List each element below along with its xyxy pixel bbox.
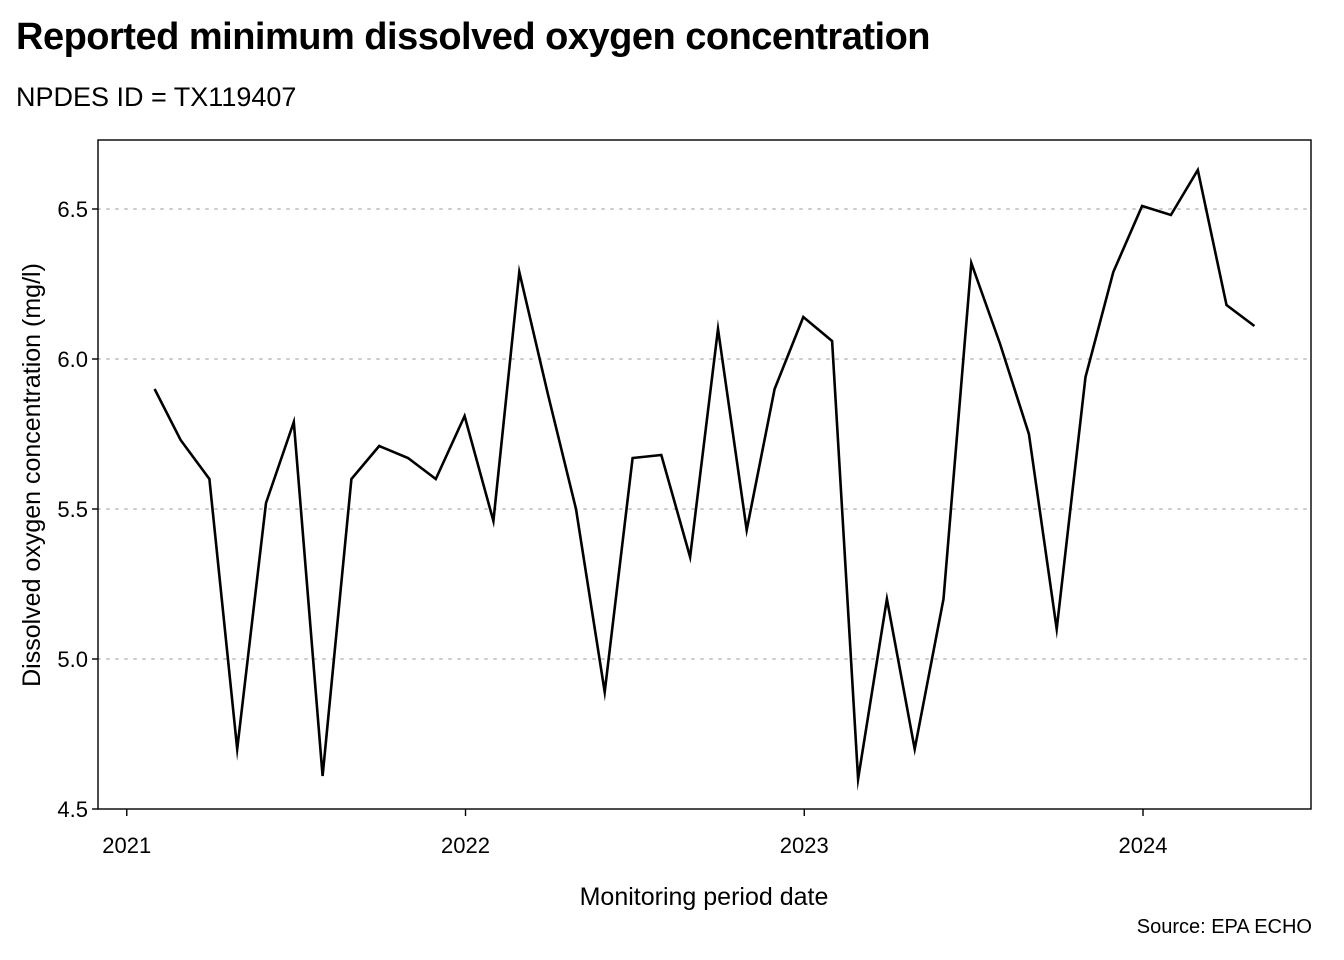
data-point xyxy=(542,389,554,401)
data-point xyxy=(797,311,809,323)
data-point xyxy=(430,473,442,485)
data-point xyxy=(712,323,724,335)
x-tick-label: 2024 xyxy=(1119,833,1168,858)
data-point xyxy=(599,686,611,698)
data-point xyxy=(655,449,667,461)
data-point xyxy=(570,503,582,515)
y-tick-label: 5.0 xyxy=(57,647,88,672)
data-point xyxy=(1248,320,1260,332)
series-line xyxy=(153,166,1256,791)
data-point xyxy=(852,773,864,785)
x-tick-label: 2023 xyxy=(780,833,829,858)
grid-lines xyxy=(97,208,1312,660)
chart-title: Reported minimum dissolved oxygen concen… xyxy=(16,16,931,58)
data-point xyxy=(402,452,414,464)
data-point xyxy=(741,524,753,536)
y-tick-label: 6.0 xyxy=(57,347,88,372)
data-point xyxy=(1080,371,1092,383)
data-point xyxy=(881,593,893,605)
chart-subtitle: NPDES ID = TX119407 xyxy=(16,82,297,112)
data-point xyxy=(288,416,300,428)
x-tick-label: 2022 xyxy=(441,833,490,858)
data-point xyxy=(938,593,950,605)
data-point xyxy=(373,440,385,452)
data-point xyxy=(965,257,977,269)
y-tick-label: 4.5 xyxy=(57,797,88,822)
data-point xyxy=(487,515,499,527)
data-point xyxy=(345,473,357,485)
data-point xyxy=(1221,299,1233,311)
x-axis: 2021 2022 2023 2024 xyxy=(102,809,1167,858)
data-point xyxy=(459,410,471,422)
y-tick-label: 6.5 xyxy=(57,197,88,222)
data-point xyxy=(684,551,696,563)
data-point xyxy=(994,338,1006,350)
plot-frame xyxy=(97,139,1312,810)
data-point xyxy=(909,743,921,755)
data-point xyxy=(1165,209,1177,221)
data-point xyxy=(1107,266,1119,278)
data-point xyxy=(317,770,329,782)
data-point xyxy=(1051,623,1063,635)
data-point xyxy=(826,335,838,347)
data-point xyxy=(1023,428,1035,440)
data-point xyxy=(203,473,215,485)
series-layer xyxy=(149,164,1260,791)
x-tick-label: 2021 xyxy=(102,833,151,858)
data-point xyxy=(1192,164,1204,176)
data-point xyxy=(769,383,781,395)
data-point xyxy=(513,266,525,278)
x-axis-title: Monitoring period date xyxy=(580,883,829,911)
y-axis: 4.5 5.0 5.5 6.0 6.5 xyxy=(57,197,98,822)
data-point xyxy=(627,452,639,464)
data-point xyxy=(149,383,161,395)
data-point xyxy=(231,743,243,755)
data-point xyxy=(175,434,187,446)
data-point xyxy=(260,497,272,509)
y-axis-title: Dissolved oxygen concentration (mg/l) xyxy=(18,263,46,687)
y-tick-label: 5.5 xyxy=(57,497,88,522)
data-point xyxy=(1136,200,1148,212)
source-note: Source: EPA ECHO xyxy=(1136,916,1312,938)
